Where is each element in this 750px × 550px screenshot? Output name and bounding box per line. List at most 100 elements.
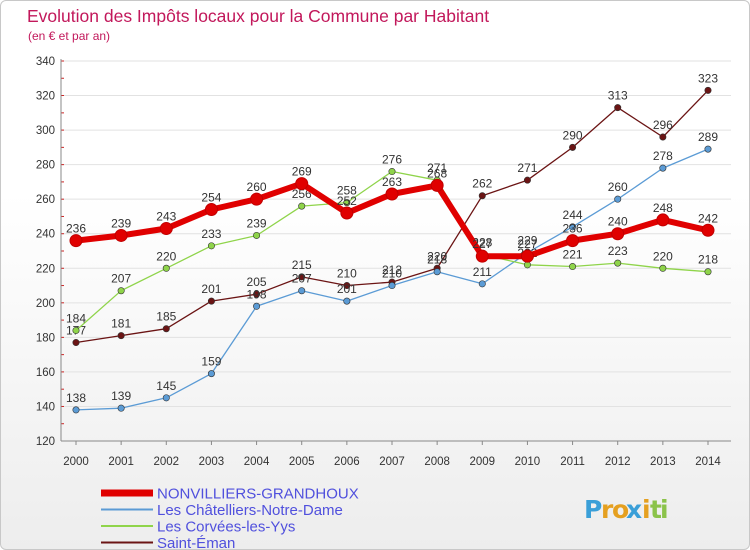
y-tick-label: 300 xyxy=(36,125,55,137)
data-label: 215 xyxy=(292,258,312,272)
data-label: 236 xyxy=(66,222,86,236)
data-label: 218 xyxy=(698,253,718,267)
data-point xyxy=(296,178,308,190)
data-point xyxy=(73,407,79,413)
data-label: 260 xyxy=(247,180,267,194)
legend: NONVILLIERS-GRANDHOUXLes Châtelliers-Not… xyxy=(101,486,359,550)
data-label: 278 xyxy=(653,149,673,163)
y-tick-label: 280 xyxy=(36,160,55,172)
data-label: 269 xyxy=(292,165,312,179)
y-tick-label: 340 xyxy=(36,56,55,68)
data-label: 244 xyxy=(563,208,583,222)
legend-label: Les Châtelliers-Notre-Dame xyxy=(157,502,343,519)
data-point xyxy=(612,228,624,240)
data-label: 313 xyxy=(608,89,628,103)
data-point xyxy=(660,165,666,171)
data-point xyxy=(160,223,172,235)
x-tick-label: 2000 xyxy=(63,456,89,468)
data-point xyxy=(163,326,169,332)
data-point xyxy=(163,395,169,401)
data-label: 227 xyxy=(472,237,492,251)
data-point xyxy=(615,196,621,202)
data-point xyxy=(479,193,485,199)
data-label: 138 xyxy=(66,391,86,405)
data-label: 252 xyxy=(337,194,357,208)
data-label: 145 xyxy=(156,379,176,393)
y-tick-label: 200 xyxy=(36,298,55,310)
data-label: 290 xyxy=(563,128,583,142)
chart-title: Evolution des Impôts locaux pour la Comm… xyxy=(27,6,489,26)
data-point xyxy=(208,243,214,249)
data-point xyxy=(386,188,398,200)
data-label: 211 xyxy=(473,265,492,279)
data-point xyxy=(479,281,485,287)
data-point xyxy=(299,288,305,294)
legend-label: NONVILLIERS-GRANDHOUX xyxy=(157,486,359,503)
data-point xyxy=(70,235,82,247)
data-point xyxy=(251,193,263,205)
data-point xyxy=(567,235,579,247)
data-label: 271 xyxy=(517,161,537,175)
x-tick-label: 2011 xyxy=(560,456,585,468)
data-point xyxy=(73,327,79,333)
data-point xyxy=(208,298,214,304)
data-label: 223 xyxy=(608,244,628,258)
y-tick-label: 320 xyxy=(36,91,55,103)
data-point xyxy=(389,168,395,174)
data-point xyxy=(660,134,666,140)
data-label: 221 xyxy=(563,248,583,262)
data-point xyxy=(118,405,124,411)
x-tick-label: 2013 xyxy=(650,456,676,468)
data-point xyxy=(702,224,714,236)
data-label: 207 xyxy=(111,272,131,286)
data-point xyxy=(705,87,711,93)
data-point xyxy=(205,204,217,216)
chart-frame: Evolution des Impôts locaux pour la Comm… xyxy=(0,0,750,550)
data-label: 220 xyxy=(653,249,673,263)
data-label: 210 xyxy=(382,267,402,281)
data-label: 220 xyxy=(156,249,176,263)
data-label: 240 xyxy=(608,215,628,229)
data-point xyxy=(569,263,575,269)
data-label: 263 xyxy=(382,175,402,189)
data-point xyxy=(253,303,259,309)
line-chart: Evolution des Impôts locaux pour la Comm… xyxy=(1,1,750,550)
data-point xyxy=(115,229,127,241)
data-label: 260 xyxy=(608,180,628,194)
x-tick-label: 2010 xyxy=(515,456,541,468)
data-label: 262 xyxy=(472,177,492,191)
y-tick-label: 160 xyxy=(36,367,55,379)
data-point xyxy=(521,250,533,262)
data-point xyxy=(705,146,711,152)
data-point xyxy=(344,298,350,304)
x-tick-label: 2004 xyxy=(244,456,270,468)
data-label: 248 xyxy=(653,201,673,215)
data-point xyxy=(431,179,443,191)
data-label: 210 xyxy=(337,267,357,281)
data-point xyxy=(657,214,669,226)
y-tick-label: 180 xyxy=(36,332,55,344)
logo-letter: i xyxy=(660,495,669,524)
data-label: 239 xyxy=(111,216,131,230)
data-point xyxy=(299,203,305,209)
chart-subtitle: (en € et par an) xyxy=(28,29,110,43)
data-label: 139 xyxy=(111,389,131,403)
x-tick-label: 2001 xyxy=(108,456,134,468)
data-label: 233 xyxy=(201,227,221,241)
data-label: 239 xyxy=(247,216,267,230)
data-label: 181 xyxy=(111,317,131,331)
data-point xyxy=(660,265,666,271)
data-point xyxy=(476,250,488,262)
data-label: 159 xyxy=(201,355,221,369)
data-label: 236 xyxy=(563,222,583,236)
x-tick-label: 2008 xyxy=(424,456,450,468)
data-point xyxy=(389,282,395,288)
data-label: 289 xyxy=(698,130,718,144)
data-point xyxy=(569,144,575,150)
y-tick-label: 240 xyxy=(36,229,55,241)
data-label: 242 xyxy=(698,211,718,225)
data-label: 323 xyxy=(698,71,718,85)
x-tick-label: 2005 xyxy=(289,456,315,468)
data-point xyxy=(615,260,621,266)
data-point xyxy=(524,177,530,183)
